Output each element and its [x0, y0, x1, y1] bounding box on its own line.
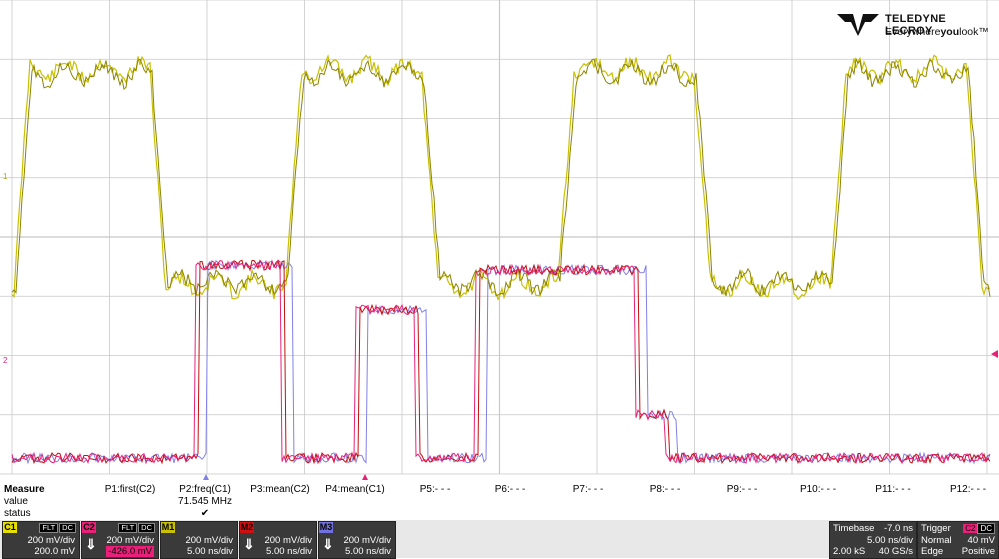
channel-offset: 5.00 ns/div — [345, 546, 391, 557]
brand-tagline: Everywhereyoulook™ — [885, 26, 989, 38]
trigger-descriptor[interactable]: Trigger C2 DC Normal 40 mV Edge Positive — [917, 521, 999, 559]
lecroy-logo-icon — [837, 14, 879, 36]
channel-descriptor-m2[interactable]: M2 ⇓ 200 mV/div 5.00 ns/div — [239, 521, 317, 559]
channel-id-tab: C1 — [3, 522, 17, 533]
channel-scale: 200 mV/div — [343, 535, 391, 546]
brand-name: TELEDYNE LECROY — [885, 13, 947, 37]
trigger-type: Edge — [921, 546, 944, 557]
measure-p12-name[interactable]: P12:- - - — [949, 484, 987, 495]
waveform-grid: 12 — [0, 0, 999, 480]
measure-table[interactable]: Measure P1:first(C2) P2:freq(C1) P3:mean(C… — [0, 482, 999, 520]
channel-scale: 200 mV/div — [27, 535, 75, 546]
measure-p9-name[interactable]: P9:- - - — [726, 484, 758, 495]
timebase-rate: 40 GS/s — [878, 546, 913, 557]
measure-p10-name[interactable]: P10:- - - — [799, 484, 837, 495]
channel-descriptor-c1[interactable]: C1 FLT DC 200 mV/div 200.0 mV — [2, 521, 80, 559]
channel-offset: 5.00 ns/div — [187, 546, 233, 557]
measure-p8-name[interactable]: P8:- - - — [649, 484, 681, 495]
channel-descriptor-m3[interactable]: M3 ⇓ 200 mV/div 5.00 ns/div — [318, 521, 396, 559]
measure-p1-name[interactable]: P1:first(C2) — [104, 484, 156, 495]
cursor-marker-2 — [362, 474, 368, 480]
timebase-delay: -7.0 ns — [883, 523, 913, 534]
timebase-descriptor[interactable]: Timebase -7.0 ns 5.00 ns/div 2.00 kS 40 GS… — [829, 521, 917, 559]
measure-p2-name[interactable]: P2:freq(C1) — [179, 484, 231, 495]
trigger-source-badge: C2 DC — [963, 523, 995, 534]
channel-scale: 200 mV/div — [106, 535, 154, 546]
down-arrow-icon: ⇓ — [243, 536, 255, 552]
channel-descriptor-c2[interactable]: C2 FLT DC ⇓ 200 mV/div -426.0 mV — [81, 521, 159, 559]
channel-descriptor-m1[interactable]: M1 200 mV/div 5.00 ns/div — [160, 521, 238, 559]
down-arrow-icon: ⇓ — [85, 536, 97, 552]
channel-id-tab: M1 — [161, 522, 175, 533]
measure-p4-name[interactable]: P4:mean(C1) — [325, 484, 385, 495]
measure-p3-name[interactable]: P3:mean(C2) — [250, 484, 310, 495]
channel-offset: 5.00 ns/div — [266, 546, 312, 557]
channel-offset: 200.0 mV — [34, 546, 75, 557]
trigger-level: 40 mV — [967, 535, 995, 546]
measure-p6-name[interactable]: P6:- - - — [494, 484, 526, 495]
measure-p2-status: ✔ — [200, 508, 210, 519]
trigger-label: Trigger — [921, 523, 951, 534]
channel-id-tab: M2 — [240, 522, 254, 533]
down-arrow-icon: ⇓ — [322, 536, 334, 552]
channel-id-tab: C2 — [82, 522, 96, 533]
trigger-mode: Normal — [921, 535, 952, 546]
channel-coupling-badges: FLT DC — [117, 523, 155, 533]
trace-c1 — [11, 57, 991, 298]
measure-title: Measure — [4, 484, 45, 495]
channel-coupling-badges: FLT DC — [38, 523, 76, 533]
channel-id-tab: M3 — [319, 522, 333, 533]
channel-offset: -426.0 mV — [106, 546, 154, 557]
trace-c2 — [11, 259, 991, 465]
status-row-label: status — [4, 508, 31, 519]
measure-p11-name[interactable]: P11:- - - — [875, 484, 911, 495]
cursor-marker-1 — [203, 474, 209, 480]
channel-scale: 200 mV/div — [264, 535, 312, 546]
measure-value-row: value 71.545 MHz — [0, 496, 999, 508]
measure-status-row: status ✔ — [0, 508, 999, 520]
timebase-samples: 2.00 kS — [833, 546, 866, 557]
timebase-scale: 5.00 ns/div — [867, 535, 913, 546]
timebase-label: Timebase — [833, 523, 875, 534]
measure-header-row: Measure P1:first(C2) P2:freq(C1) P3:mean(C… — [0, 484, 999, 496]
teledyne-lecroy-logo: TELEDYNE LECROY Everywhereyoulook™ — [837, 8, 989, 42]
c2-level-marker: 2 — [3, 356, 8, 365]
trigger-level-marker — [991, 350, 998, 358]
control-bar: C1 FLT DC 200 mV/div 200.0 mV C2 FLT DC ⇓ 200 mV/… — [0, 520, 999, 559]
trace-m1 — [11, 54, 991, 301]
channel-scale: 200 mV/div — [185, 535, 233, 546]
trigger-slope: Positive — [961, 546, 995, 557]
measure-p2-value: 71.545 MHz — [178, 496, 232, 507]
c1-level-marker: 1 — [3, 172, 8, 181]
value-row-label: value — [4, 496, 28, 507]
measure-p5-name[interactable]: P5:- - - — [419, 484, 451, 495]
measure-p7-name[interactable]: P7:- - - — [572, 484, 604, 495]
